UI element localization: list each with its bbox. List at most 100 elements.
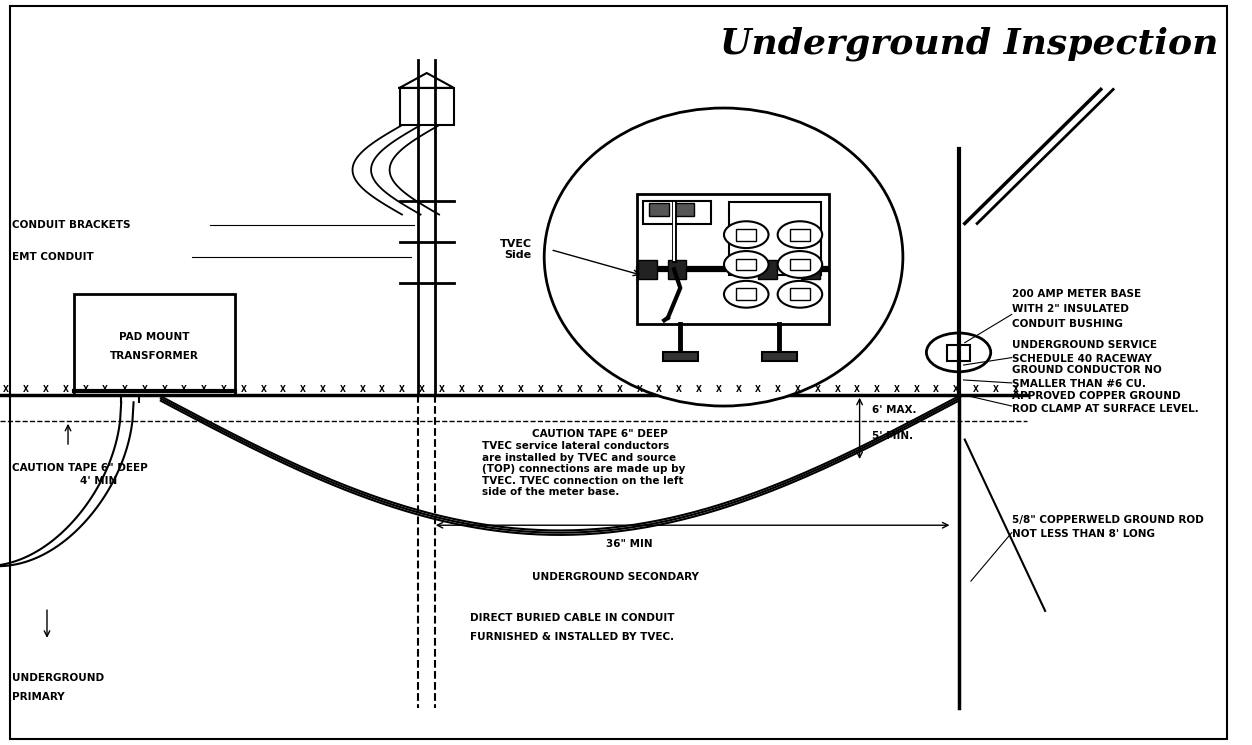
Circle shape [724, 251, 769, 278]
Text: X: X [597, 385, 602, 394]
Text: 6' MAX.: 6' MAX. [871, 405, 916, 415]
Bar [729, 202, 821, 275]
Text: X: X [300, 385, 305, 394]
Bar [644, 201, 711, 224]
Text: PAD MOUNT: PAD MOUNT [119, 332, 190, 342]
Text: CONDUIT BRACKETS: CONDUIT BRACKETS [13, 220, 131, 230]
Bar [762, 352, 796, 361]
Bar [674, 203, 694, 216]
Circle shape [777, 251, 823, 278]
Bar [74, 294, 235, 395]
Text: SCHEDULE 40 RACEWAY: SCHEDULE 40 RACEWAY [1012, 354, 1152, 364]
Ellipse shape [545, 108, 903, 406]
Text: X: X [577, 385, 583, 394]
Text: X: X [894, 385, 900, 394]
Text: X: X [557, 385, 563, 394]
Text: UNDERGROUND: UNDERGROUND [13, 673, 104, 683]
Text: X: X [854, 385, 860, 394]
Text: X: X [399, 385, 404, 394]
Text: ROD CLAMP AT SURFACE LEVEL.: ROD CLAMP AT SURFACE LEVEL. [1012, 405, 1198, 414]
Text: TVEC service lateral conductors
are installed by TVEC and source
(TOP) connectio: TVEC service lateral conductors are inst… [482, 441, 686, 498]
Bar [639, 260, 657, 279]
Text: X: X [834, 385, 840, 394]
Text: X: X [4, 385, 9, 394]
Text: X: X [260, 385, 267, 394]
Circle shape [926, 333, 990, 372]
Text: X: X [240, 385, 247, 394]
Text: X: X [914, 385, 919, 394]
Text: 5' MIN.: 5' MIN. [871, 431, 913, 441]
Text: GROUND CONDUCTOR NO: GROUND CONDUCTOR NO [1012, 366, 1162, 375]
Text: EMT CONDUIT: EMT CONDUIT [13, 252, 94, 262]
Bar [637, 194, 829, 324]
Text: X: X [202, 385, 207, 394]
Text: X: X [141, 385, 148, 394]
Text: X: X [438, 385, 444, 394]
Text: X: X [716, 385, 721, 394]
Bar [801, 260, 820, 279]
Text: X: X [993, 385, 999, 394]
Text: FURNISHED & INSTALLED BY TVEC.: FURNISHED & INSTALLED BY TVEC. [470, 632, 674, 642]
Text: X: X [617, 385, 622, 394]
Text: Underground Inspection: Underground Inspection [720, 26, 1218, 60]
Text: X: X [656, 385, 662, 394]
Bar [736, 229, 756, 241]
Circle shape [724, 221, 769, 248]
Text: X: X [319, 385, 326, 394]
Text: X: X [83, 385, 89, 394]
Text: X: X [419, 385, 424, 394]
Circle shape [777, 281, 823, 308]
Bar [650, 203, 669, 216]
Bar [790, 259, 810, 270]
Bar [759, 260, 776, 279]
Text: X: X [953, 385, 959, 394]
Text: X: X [359, 385, 366, 394]
Text: 200 AMP METER BASE: 200 AMP METER BASE [1012, 290, 1141, 299]
Bar [399, 88, 454, 125]
Text: X: X [63, 385, 69, 394]
Text: X: X [478, 385, 485, 394]
Text: X: X [1013, 385, 1018, 394]
Bar [664, 352, 697, 361]
Text: X: X [458, 385, 464, 394]
Bar [790, 229, 810, 241]
Bar [667, 260, 686, 279]
Text: CONDUIT BUSHING: CONDUIT BUSHING [1012, 320, 1123, 329]
Text: UNDERGROUND SERVICE: UNDERGROUND SERVICE [1012, 340, 1157, 350]
Text: TRANSFORMER: TRANSFORMER [110, 351, 199, 361]
Text: CAUTION TAPE 6" DEEP: CAUTION TAPE 6" DEEP [13, 463, 148, 473]
Text: PRIMARY: PRIMARY [13, 691, 65, 702]
Text: X: X [537, 385, 543, 394]
Circle shape [777, 221, 823, 248]
Text: APPROVED COPPER GROUND: APPROVED COPPER GROUND [1012, 391, 1181, 401]
Text: X: X [755, 385, 761, 394]
Text: X: X [775, 385, 781, 394]
Text: SMALLER THAN #6 CU.: SMALLER THAN #6 CU. [1012, 379, 1146, 389]
Text: X: X [815, 385, 820, 394]
Text: X: X [636, 385, 642, 394]
Bar [790, 288, 810, 300]
Text: UNDERGROUND SECONDARY: UNDERGROUND SECONDARY [532, 572, 699, 583]
Text: 5/8" COPPERWELD GROUND ROD: 5/8" COPPERWELD GROUND ROD [1012, 516, 1203, 525]
Text: NOT LESS THAN 8' LONG: NOT LESS THAN 8' LONG [1012, 529, 1154, 539]
Text: TVEC
Side: TVEC Side [500, 239, 532, 260]
Circle shape [724, 281, 769, 308]
Text: X: X [43, 385, 49, 394]
Text: X: X [696, 385, 702, 394]
Text: X: X [518, 385, 523, 394]
Text: 4' MIN: 4' MIN [80, 475, 118, 486]
Text: X: X [280, 385, 287, 394]
Text: X: X [973, 385, 979, 394]
Text: X: X [162, 385, 168, 394]
Text: X: X [379, 385, 386, 394]
Text: X: X [182, 385, 188, 394]
Text: X: X [933, 385, 939, 394]
Text: X: X [23, 385, 29, 394]
Text: X: X [121, 385, 128, 394]
Text: DIRECT BURIED CABLE IN CONDUIT: DIRECT BURIED CABLE IN CONDUIT [470, 613, 675, 624]
Text: X: X [795, 385, 801, 394]
Text: X: X [874, 385, 880, 394]
Bar [736, 288, 756, 300]
Text: X: X [676, 385, 682, 394]
Bar [948, 345, 970, 361]
